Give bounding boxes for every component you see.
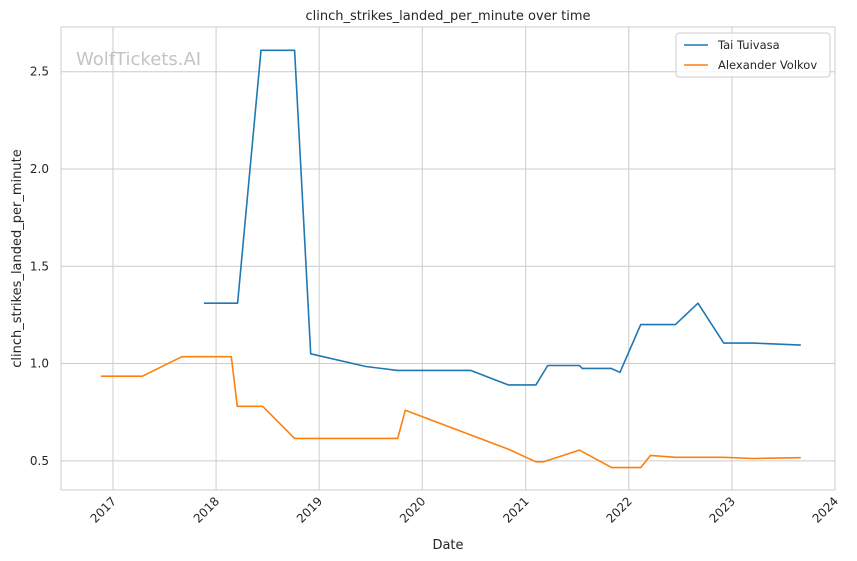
series-lines [100, 49, 801, 469]
legend-label-alexander-volkov: Alexander Volkov [718, 58, 817, 72]
y-axis-ticks: 0.5 1.0 1.5 2.0 2.5 [30, 65, 49, 468]
x-axis-ticks: 2017 2018 2019 2020 2021 2022 2023 2024 [88, 494, 842, 525]
series-line-tai-tuivasa [203, 49, 801, 386]
x-tick-label: 2021 [500, 494, 531, 525]
x-tick-label: 2019 [294, 494, 325, 525]
x-tick-label: 2018 [191, 494, 222, 525]
x-tick-label: 2024 [810, 494, 841, 525]
x-tick-label: 2022 [603, 494, 634, 525]
x-tick-label: 2017 [88, 494, 119, 525]
y-tick-label: 1.5 [30, 259, 49, 273]
watermark: WolfTickets.AI [76, 49, 201, 70]
y-tick-label: 1.0 [30, 357, 49, 371]
y-tick-label: 2.0 [30, 162, 49, 176]
x-tick-label: 2020 [397, 494, 428, 525]
y-tick-label: 2.5 [30, 65, 49, 79]
plot-frame [60, 26, 836, 491]
legend-box [675, 32, 831, 78]
x-tick-label: 2023 [707, 494, 738, 525]
series-line-alexander-volkov [100, 355, 801, 469]
y-tick-label: 0.5 [30, 454, 49, 468]
legend-label-tai-tuivasa: Tai Tuivasa [717, 38, 780, 52]
chart-title: clinch_strikes_landed_per_minute over ti… [305, 9, 590, 24]
x-axis-label: Date [432, 538, 463, 553]
plot-area [61, 27, 835, 490]
y-axis-label: clinch_strikes_landed_per_minute [10, 149, 25, 367]
legend: Tai Tuivasa Alexander Volkov [675, 32, 831, 78]
